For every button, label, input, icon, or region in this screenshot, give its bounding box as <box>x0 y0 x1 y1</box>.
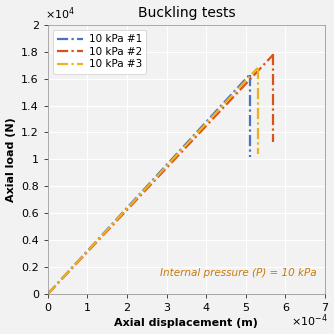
X-axis label: Axial displacement (m): Axial displacement (m) <box>115 318 258 328</box>
Y-axis label: Axial load (N): Axial load (N) <box>6 117 16 202</box>
Legend: 10 kPa #1, 10 kPa #2, 10 kPa #3: 10 kPa #1, 10 kPa #2, 10 kPa #3 <box>53 30 146 73</box>
Text: Internal pressure (P) = 10 kPa: Internal pressure (P) = 10 kPa <box>160 268 317 278</box>
Text: $\times10^{-4}$: $\times10^{-4}$ <box>291 313 328 329</box>
Title: Buckling tests: Buckling tests <box>138 6 235 20</box>
Text: $\times10^{4}$: $\times10^{4}$ <box>45 6 75 22</box>
